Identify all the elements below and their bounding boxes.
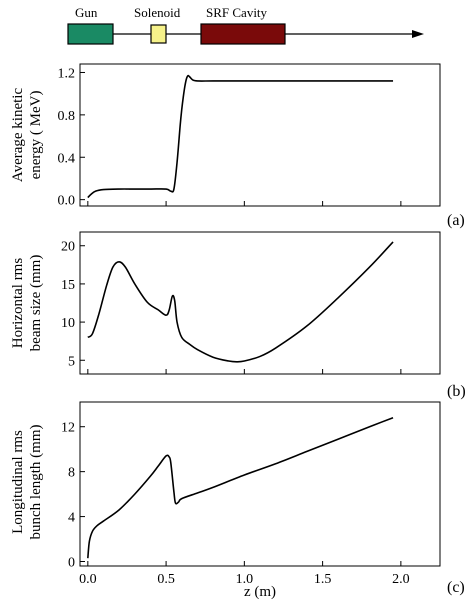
panel-a-series-line xyxy=(87,74,394,199)
panel-a-xticks xyxy=(87,201,402,206)
panel-a-ytick-label: 0.0 xyxy=(58,194,76,209)
panel-c-tag: (c) xyxy=(447,579,465,596)
panel-c: 0 4 8 12 0.0 0.5 1.0 1.5 2.0 Longitudinal rms b… xyxy=(10,401,465,596)
srf-cavity-label: SRF Cavity xyxy=(206,5,268,20)
panel-a-ytick-label: 0.8 xyxy=(58,109,76,124)
panel-b-ytick-label: 10 xyxy=(61,316,75,331)
panel-c-series-line xyxy=(87,416,394,559)
panel-b-ytick-label: 20 xyxy=(61,240,75,255)
panel-a: 0.0 0.4 0.8 1.2 Average kinetic energy ( Me… xyxy=(10,63,465,229)
panel-c-xtick-label: 1.5 xyxy=(314,572,332,587)
panel-c-ytick-label: 0 xyxy=(68,556,75,571)
panel-b-yticks: 5 10 15 20 xyxy=(61,240,85,369)
panel-a-ylabel-line2: energy ( MeV) xyxy=(28,91,44,180)
panel-c-yticks: 0 4 8 12 xyxy=(61,421,85,571)
beam-axis-arrowhead-icon xyxy=(412,30,424,38)
panel-a-tag: (a) xyxy=(447,212,465,229)
panel-c-xtick-label: 1.0 xyxy=(236,572,254,587)
panel-b-ytick-label: 5 xyxy=(68,354,75,369)
panel-b-ytick-label: 15 xyxy=(61,278,75,293)
panel-a-ylabel-line1: Average kinetic xyxy=(10,88,26,183)
panel-a-ytick-label: 1.2 xyxy=(58,66,76,81)
x-axis-label: z (m) xyxy=(244,584,276,600)
panel-c-ylabel-line1: Longitudinal rms xyxy=(10,430,26,534)
panel-c-ylabel-line2: bunch length (mm) xyxy=(28,425,44,540)
srf-cavity-element xyxy=(200,23,286,45)
panel-b: 5 10 15 20 Horizontal rms beam size (mm) (b… xyxy=(10,231,466,400)
panel-c-xtick-label: 2.0 xyxy=(392,572,410,587)
panel-b-frame xyxy=(79,231,441,375)
panel-b-tag: (b) xyxy=(447,383,466,400)
panel-a-ytick-label: 0.4 xyxy=(58,151,76,166)
panel-b-series-line xyxy=(87,241,394,363)
panel-c-ytick-label: 8 xyxy=(68,466,75,481)
gun-element xyxy=(67,23,114,45)
solenoid-element xyxy=(150,24,167,44)
panel-a-frame xyxy=(79,63,441,207)
panel-b-ylabel-line2: beam size (mm) xyxy=(28,255,44,352)
gun-label: Gun xyxy=(75,5,98,20)
panel-b-xticks xyxy=(87,369,402,374)
panel-b-ylabel-line1: Horizontal rms xyxy=(10,258,26,349)
beamline-schematic: Gun Solenoid SRF Cavity xyxy=(67,5,424,45)
solenoid-label: Solenoid xyxy=(134,5,181,20)
panel-c-xtick-label: 0.0 xyxy=(79,572,97,587)
panel-c-frame xyxy=(79,401,441,567)
panel-c-xticks: 0.0 0.5 1.0 1.5 2.0 xyxy=(79,561,410,587)
panel-c-ytick-label: 12 xyxy=(61,421,75,436)
panel-c-ytick-label: 4 xyxy=(68,511,75,526)
panel-a-yticks: 0.0 0.4 0.8 1.2 xyxy=(58,66,85,209)
panel-c-xtick-label: 0.5 xyxy=(157,572,175,587)
